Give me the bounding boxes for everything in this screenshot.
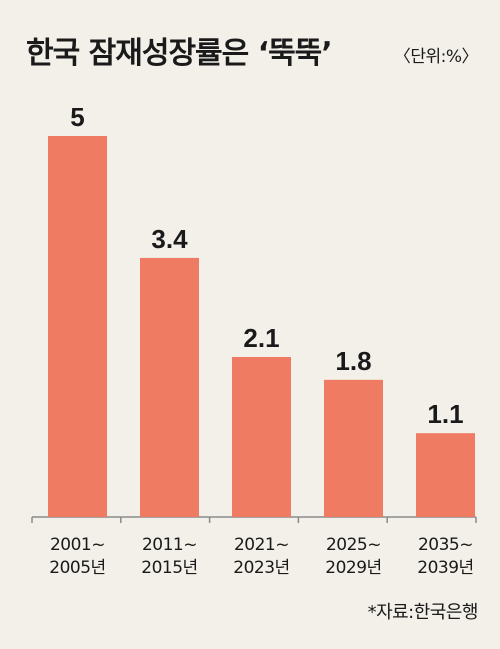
source-note: *자료:한국은행 <box>367 602 479 623</box>
category-label: 2035~ <box>418 535 473 555</box>
bar <box>140 257 199 517</box>
value-label: 2.1 <box>243 323 279 353</box>
bar <box>324 379 383 517</box>
category-label: 2025~ <box>326 535 381 555</box>
category-label: 2015년 <box>141 558 197 578</box>
value-label: 1.1 <box>427 399 463 429</box>
category-label: 2023년 <box>233 558 289 578</box>
category-label: 2021~ <box>234 535 289 555</box>
unit-label: 〈단위:%〉 <box>393 47 479 67</box>
category-label: 2001~ <box>50 535 105 555</box>
category-label: 2011~ <box>142 535 197 555</box>
category-label: 2039년 <box>417 558 473 578</box>
value-label: 5 <box>70 102 84 132</box>
category-label: 2029년 <box>325 558 381 578</box>
category-label: 2005년 <box>49 558 105 578</box>
bar <box>416 433 475 517</box>
bar <box>48 136 107 517</box>
value-label: 3.4 <box>151 224 188 254</box>
value-label: 1.8 <box>335 346 371 376</box>
bar <box>232 356 291 517</box>
chart-title: 한국 잠재성장률은 ‘뚝뚝’ <box>26 36 333 71</box>
